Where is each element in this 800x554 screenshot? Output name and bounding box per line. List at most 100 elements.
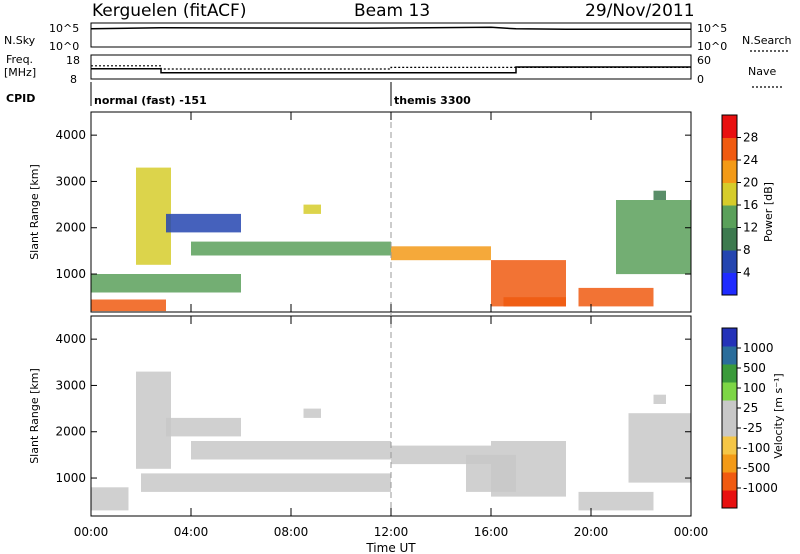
cpid-mode-label: normal (fast) -151 xyxy=(94,94,207,107)
colorbar-tick-label: -100 xyxy=(743,441,770,455)
power-colorbar: 28 24 20 16 12 8 4 xyxy=(721,114,758,296)
x-axis-label: Time UT xyxy=(365,541,416,554)
x-tick-label: 00:00 xyxy=(674,525,709,539)
axes: 1000 2000 3000 4000 1000 2000 3000 4000 00:00 04:… xyxy=(55,112,708,539)
power-scatter-feature-10 xyxy=(616,200,691,275)
colorbar-swatch xyxy=(722,182,737,206)
beam-title: Beam 13 xyxy=(354,1,430,21)
power-scatter-feature-3 xyxy=(166,213,241,233)
power-scatter-feature-5 xyxy=(303,204,321,214)
y-tick-label: 2000 xyxy=(55,221,86,235)
velocity-y-axis-label: Slant Range [km] xyxy=(28,368,41,464)
power-scatter-feature-4 xyxy=(191,241,391,256)
colorbar-swatch xyxy=(722,250,737,273)
nsky-line xyxy=(90,26,691,30)
y-tick-label: 2000 xyxy=(55,425,86,439)
velocity-scatter-feature-3 xyxy=(191,441,391,460)
velocity-data xyxy=(91,371,691,511)
freq-label-line2: [MHz] xyxy=(4,66,36,79)
nave-label: Nave xyxy=(748,65,776,78)
velocity-scatter-feature-1 xyxy=(136,371,171,469)
colorbar-swatch xyxy=(722,328,737,347)
nsearch-tick-top: 10^5 xyxy=(697,22,727,35)
y-tick-label: 1000 xyxy=(55,267,86,281)
power-scatter-feature-8 xyxy=(503,297,566,307)
power-scatter-feature-9 xyxy=(578,287,654,307)
colorbar-tick-label: 24 xyxy=(743,153,758,167)
cpid-mode-label: themis 3300 xyxy=(394,94,471,107)
freq-label-line1: Freq. xyxy=(6,53,33,66)
colorbar-swatch xyxy=(722,205,737,228)
freq-line xyxy=(91,66,691,74)
colorbar-tick-label: 8 xyxy=(743,243,751,257)
power-data xyxy=(91,167,691,312)
date-title: 29/Nov/2011 xyxy=(585,1,695,21)
colorbar-tick-label: 16 xyxy=(743,198,758,212)
colorbar-tick-label: -1000 xyxy=(743,481,778,495)
colorbar-tick-label: 28 xyxy=(743,131,758,145)
colorbar-swatch xyxy=(722,272,737,296)
colorbar-tick-label: 20 xyxy=(743,176,758,190)
y-tick-label: 4000 xyxy=(55,332,86,346)
power-scatter-feature-6 xyxy=(391,246,491,261)
velocity-scatter-feature-11 xyxy=(653,394,666,404)
colorbar-tick-label: 100 xyxy=(743,381,766,395)
power-scatter-feature-2 xyxy=(136,167,171,265)
colorbar-tick-label: 12 xyxy=(743,221,758,235)
x-tick-label: 08:00 xyxy=(274,525,309,539)
velocity-colorbar-label: Velocity [m s⁻¹] xyxy=(772,373,785,458)
freq-tick-bottom: 8 xyxy=(70,73,77,86)
power-y-axis-label: Slant Range [km] xyxy=(28,164,41,260)
velocity-scatter-feature-2 xyxy=(166,417,241,437)
nsky-tick-bottom: 10^0 xyxy=(49,40,79,53)
velocity-scatter-feature-8 xyxy=(466,454,516,492)
velocity-scatter-feature-0 xyxy=(91,487,129,511)
x-tick-label: 00:00 xyxy=(74,525,109,539)
cpid-label: CPID xyxy=(6,92,35,105)
colorbar-swatch xyxy=(722,364,737,383)
colorbar-swatch xyxy=(722,382,737,401)
colorbar-swatch xyxy=(722,346,737,365)
nave-tick-bottom: 0 xyxy=(697,73,704,86)
nsearch-label: N.Search xyxy=(742,34,792,47)
y-tick-label: 3000 xyxy=(55,174,86,188)
colorbar-tick-label: -500 xyxy=(743,461,770,475)
y-tick-label: 1000 xyxy=(55,471,86,485)
velocity-colorbar: 1000 500 100 25 -25 -100 -500 -1000 xyxy=(721,327,778,509)
colorbar-swatch xyxy=(722,160,737,183)
power-colorbar-label: Power [dB] xyxy=(762,182,775,242)
x-tick-label: 04:00 xyxy=(174,525,209,539)
colorbar-swatch xyxy=(722,454,737,473)
velocity-scatter-feature-9 xyxy=(578,491,654,511)
colorbar-swatch xyxy=(722,490,737,509)
nsky-label: N.Sky xyxy=(4,34,36,47)
nsky-panel xyxy=(90,22,692,48)
velocity-scatter-feature-10 xyxy=(628,413,691,483)
colorbar-swatch xyxy=(722,227,737,251)
colorbar-tick-label: 4 xyxy=(743,266,751,280)
nsky-tick-top: 10^5 xyxy=(49,22,79,35)
x-tick-label: 20:00 xyxy=(574,525,609,539)
y-tick-label: 4000 xyxy=(55,128,86,142)
nsearch-tick-bottom: 10^0 xyxy=(697,40,727,53)
colorbar-swatch xyxy=(722,436,737,455)
colorbar-tick-label: 1000 xyxy=(743,341,774,355)
nave-tick-top: 60 xyxy=(697,54,711,67)
freq-tick-top: 18 xyxy=(66,54,80,67)
colorbar-swatch xyxy=(722,400,737,419)
x-tick-label: 12:00 xyxy=(374,525,409,539)
velocity-scatter-feature-5 xyxy=(303,408,321,418)
power-scatter-feature-11 xyxy=(653,190,666,200)
velocity-scatter-feature-4 xyxy=(141,473,391,492)
power-scatter-feature-1 xyxy=(91,274,241,293)
power-scatter-feature-0 xyxy=(91,299,166,312)
y-tick-label: 3000 xyxy=(55,378,86,392)
nave-line xyxy=(91,65,691,70)
colorbar-tick-label: 500 xyxy=(743,361,766,375)
colorbar-swatch xyxy=(722,418,737,437)
colorbar-tick-label: -25 xyxy=(743,421,763,435)
colorbar-swatch xyxy=(722,137,737,161)
cpid-modes: normal (fast) -151 themis 3300 xyxy=(90,82,471,107)
colorbar-tick-label: 25 xyxy=(743,401,758,415)
